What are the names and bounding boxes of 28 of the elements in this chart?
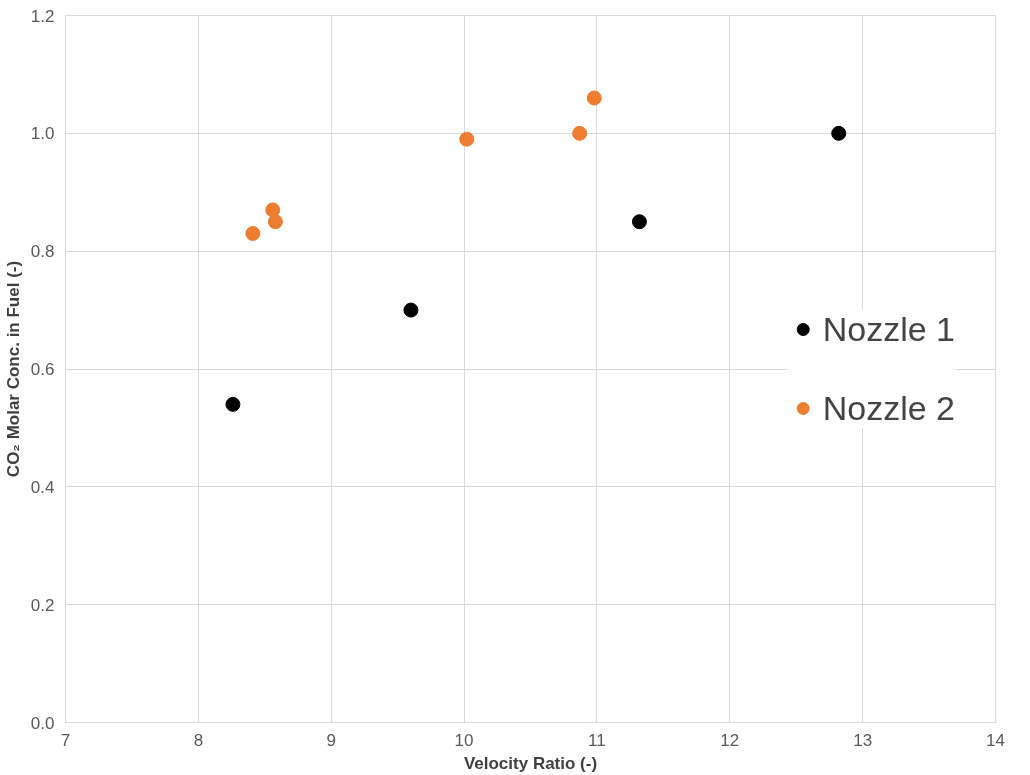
point [267,214,283,230]
point [831,125,847,141]
y-tick-label: 1.2 [30,6,55,26]
x-tick-label: 13 [853,730,873,750]
point [586,90,602,106]
x-tick-label: 10 [454,730,474,750]
point [459,131,475,147]
point [631,214,647,230]
point [403,302,419,318]
y-tick-label: 0.2 [30,595,55,615]
y-tick-label: 0.8 [30,242,55,262]
x-tick-label: 11 [588,730,606,750]
x-tick-label: 9 [326,730,336,750]
legend-label: Nozzle 1 [822,309,955,349]
y-axis-title: CO₂ Molar Conc. in Fuel (-) [3,260,23,478]
y-tick-label: 0.6 [30,360,55,379]
point [245,226,261,241]
legend-label: Nozzle 2 [822,388,955,428]
y-tick-label: 0.4 [30,477,55,497]
x-tick-label: 7 [60,730,71,750]
point [572,125,588,141]
point [225,396,241,412]
x-tick-label: 12 [720,730,740,750]
x-tick-label: 14 [986,730,1005,750]
x-axis-title: Velocity Ratio (-) [463,753,598,773]
y-tick-label: 0.0 [30,713,55,733]
y-tick-label: 1.0 [30,124,55,144]
x-tick-label: 8 [193,730,204,750]
